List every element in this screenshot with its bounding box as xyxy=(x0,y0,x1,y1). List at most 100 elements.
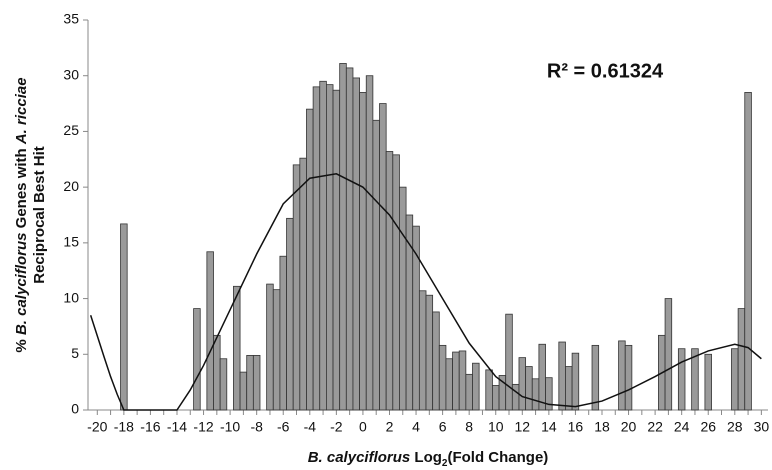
bar xyxy=(299,157,307,411)
bar xyxy=(325,84,334,411)
x-tick-label: -4 xyxy=(304,419,317,435)
bar xyxy=(452,351,460,411)
x-tick-label: 8 xyxy=(465,419,473,435)
bar xyxy=(233,285,241,411)
x-tick-label: 26 xyxy=(700,419,716,435)
bar xyxy=(206,251,214,411)
x-tick-label: 10 xyxy=(488,419,504,435)
bar xyxy=(545,377,553,411)
bar xyxy=(624,344,633,411)
x-tick-label: -14 xyxy=(167,419,187,435)
x-tick-label: 18 xyxy=(594,419,610,435)
bar xyxy=(252,354,261,411)
y-tick-label: 20 xyxy=(63,178,79,194)
bar xyxy=(472,362,480,411)
x-label-part: (Fold Change) xyxy=(447,449,548,466)
bar xyxy=(120,223,128,411)
x-tick-label: 28 xyxy=(727,419,743,435)
y-label-part: % xyxy=(13,335,30,353)
bar xyxy=(312,86,321,411)
bar xyxy=(565,366,573,411)
y-label-part: A. ricciae xyxy=(13,77,30,145)
bar xyxy=(518,357,527,411)
y-axis-label: Reciprocal Best Hit xyxy=(31,146,48,284)
bar xyxy=(379,103,387,411)
bar xyxy=(731,348,739,411)
trendline xyxy=(89,172,762,411)
x-tick-label: 24 xyxy=(674,419,690,435)
bar xyxy=(279,255,287,411)
x-tick-label: 14 xyxy=(541,419,557,435)
bar xyxy=(511,383,520,411)
x-tick-label: 4 xyxy=(412,419,420,435)
y-tick-label: 5 xyxy=(71,345,79,361)
bar xyxy=(392,154,400,411)
bar xyxy=(359,92,367,411)
bar xyxy=(399,186,407,411)
x-label-part: B. calyciflorus xyxy=(308,449,411,466)
x-tick-label: 0 xyxy=(359,419,367,435)
x-label-part: 2 xyxy=(442,458,448,469)
y-tick-label: 10 xyxy=(63,289,79,305)
bar xyxy=(744,92,752,411)
bar xyxy=(664,298,673,411)
bar xyxy=(332,89,341,411)
y-tick-label: 0 xyxy=(71,401,79,417)
bar xyxy=(246,354,254,411)
bar xyxy=(193,308,201,411)
bar xyxy=(418,290,427,411)
x-label-part: Log xyxy=(410,449,442,466)
bar xyxy=(505,313,513,411)
bar xyxy=(492,385,500,411)
bar xyxy=(458,350,467,411)
bar xyxy=(239,371,248,411)
bar xyxy=(677,348,686,411)
x-tick-label: -18 xyxy=(114,419,134,435)
y-tick-label: 15 xyxy=(63,234,79,250)
bar xyxy=(445,358,453,411)
bar xyxy=(272,289,281,411)
x-tick-label: -20 xyxy=(87,419,107,435)
r-squared: R² = 0.61324 xyxy=(547,60,664,82)
x-tick-label: -2 xyxy=(330,419,343,435)
bar xyxy=(485,369,493,411)
bar xyxy=(538,343,546,411)
x-tick-label: -16 xyxy=(140,419,160,435)
x-tick-label: -8 xyxy=(250,419,263,435)
x-tick-label: 12 xyxy=(515,419,531,435)
bar xyxy=(558,341,566,411)
bar xyxy=(465,373,473,411)
bar xyxy=(372,119,380,411)
y-tick-label: 35 xyxy=(63,11,79,27)
bar xyxy=(385,151,394,411)
bar xyxy=(591,344,600,411)
bar xyxy=(266,283,274,411)
bar xyxy=(339,63,347,411)
bar xyxy=(345,67,354,411)
x-tick-label: 20 xyxy=(621,419,637,435)
y-label-part: Genes with xyxy=(13,144,30,232)
x-tick-label: 22 xyxy=(647,419,663,435)
bar xyxy=(704,353,712,411)
y-label-part: B. calyciflorus xyxy=(13,233,30,336)
bar xyxy=(319,80,327,411)
bar xyxy=(213,334,221,411)
x-tick-label: 16 xyxy=(568,419,584,435)
bar xyxy=(425,294,434,411)
bar xyxy=(352,77,361,411)
y-axis-label: % B. calyciflorus Genes with A. ricciae xyxy=(13,77,30,352)
bar xyxy=(737,308,746,411)
x-axis-label: B. calyciflorus Log2(Fold Change) xyxy=(308,449,549,469)
bar xyxy=(525,366,533,411)
x-tick-label: 6 xyxy=(439,419,447,435)
bar xyxy=(691,348,699,411)
bar xyxy=(432,311,440,411)
x-tick-label: -12 xyxy=(193,419,213,435)
x-tick-label: -6 xyxy=(277,419,290,435)
x-tick-label: 30 xyxy=(754,419,770,435)
bar xyxy=(531,378,540,411)
bar xyxy=(306,108,314,411)
bar xyxy=(571,352,580,411)
